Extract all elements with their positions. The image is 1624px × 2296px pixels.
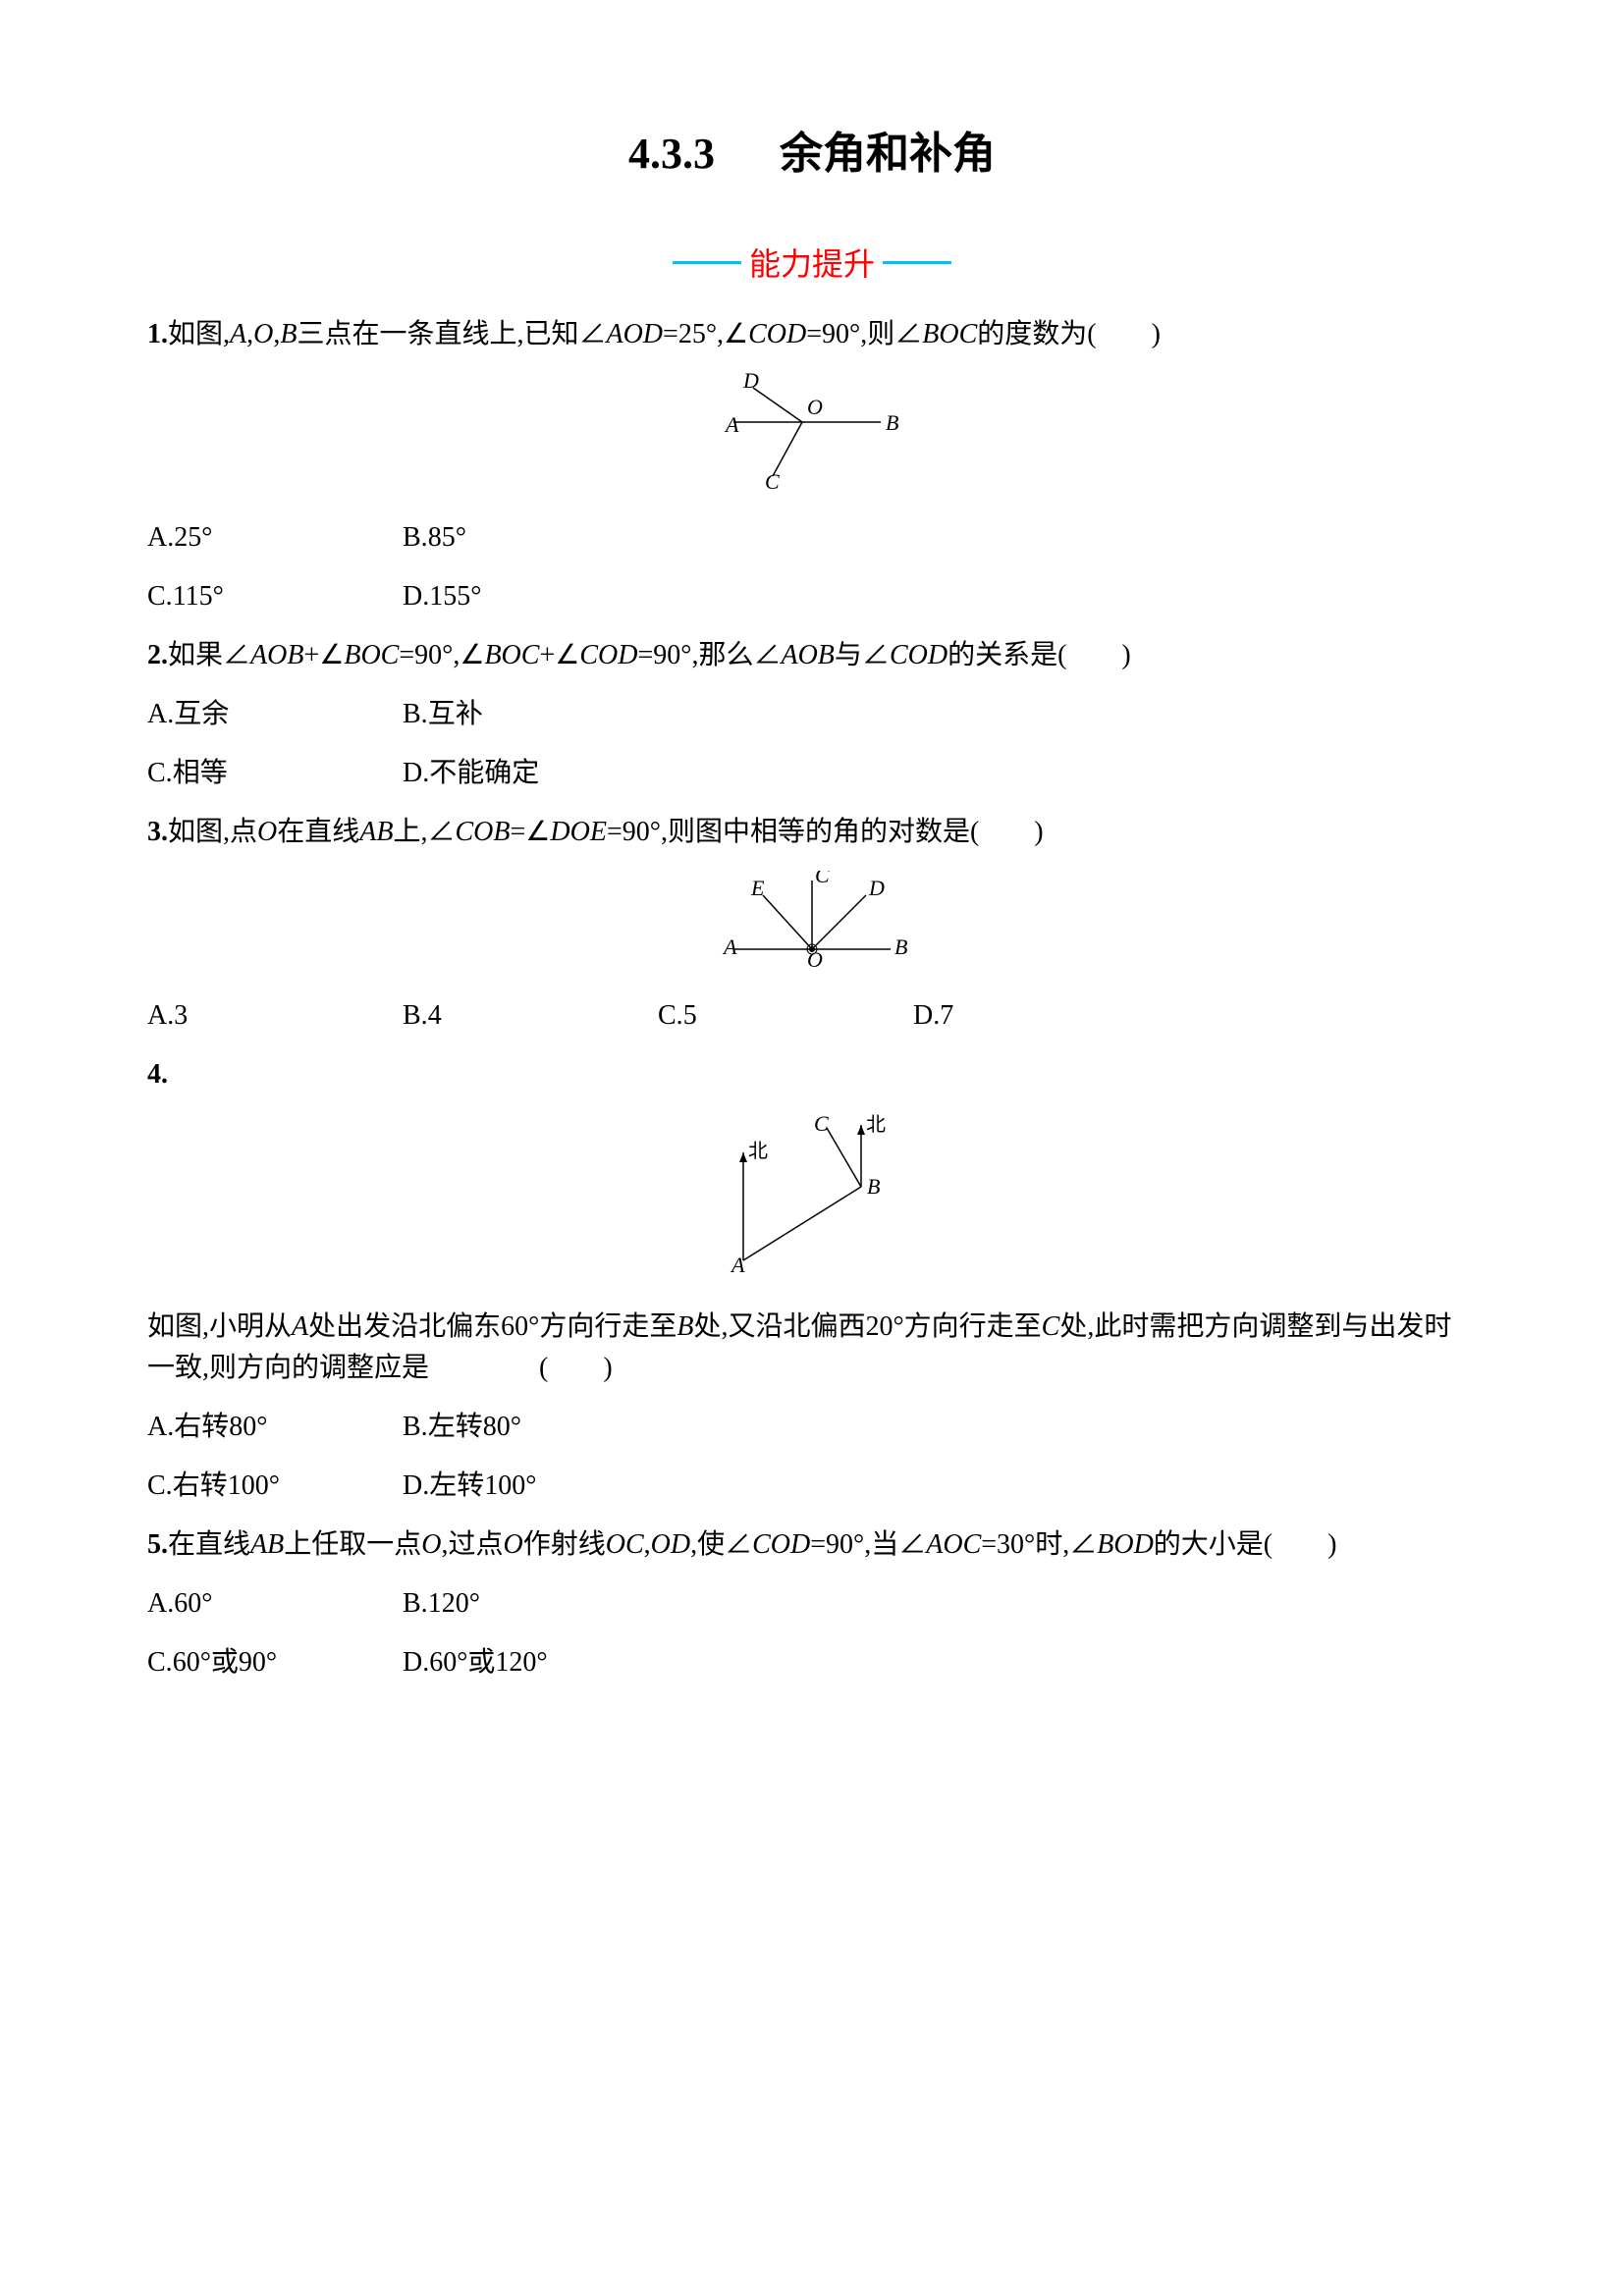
title-text: 余角和补角 (780, 130, 996, 178)
question-1: 1.如图,A,O,B三点在一条直线上,已知∠AOD=25°,∠COD=90°,则… (147, 314, 1477, 355)
svg-text:O: O (807, 395, 823, 419)
option-b: B.4 (403, 995, 658, 1037)
svg-text:O: O (807, 947, 823, 969)
option-c: C.115° (147, 576, 403, 617)
page-title: 4.3.3 余角和补角 (147, 118, 1477, 181)
svg-text:C: C (815, 871, 830, 887)
page: 4.3.3 余角和补角 能力提升 1.如图,A,O,B三点在一条直线上,已知∠A… (0, 0, 1624, 2296)
option-a: A.互余 (147, 694, 403, 735)
figure-q4: 北 北 A B C (147, 1113, 1477, 1285)
question-4-stem: 如图,小明从A处出发沿北偏东60°方向行走至B处,又沿北偏西20°方向行走至C处… (147, 1307, 1477, 1389)
subtitle-text: 能力提升 (749, 246, 875, 282)
option-a: A.3 (147, 995, 403, 1037)
geometry-svg-q3: A O B C D E (714, 871, 910, 969)
question-3: 3.如图,点O在直线AB上,∠COB=∠DOE=90°,则图中相等的角的对数是(… (147, 812, 1477, 853)
option-a: A.25° (147, 517, 403, 559)
section-number: 4.3.3 (628, 130, 715, 178)
svg-text:B: B (886, 410, 898, 435)
question-number: 5. (147, 1529, 168, 1560)
question-number: 3. (147, 817, 168, 847)
option-c: C.60°或90° (147, 1642, 403, 1683)
svg-text:B: B (894, 934, 907, 959)
question-2: 2.如果∠AOB+∠BOC=90°,∠BOC+∠COD=90°,那么∠AOB与∠… (147, 635, 1477, 676)
figure-q1: A O B D C (147, 373, 1477, 496)
geometry-svg-q1: A O B D C (714, 373, 910, 491)
svg-text:A: A (730, 1253, 745, 1277)
svg-text:E: E (750, 876, 765, 900)
subtitle-line-left (673, 261, 741, 264)
question-number: 2. (147, 640, 168, 670)
option-d: D.7 (913, 995, 1168, 1037)
options-q2: A.互余 B.互补 C.相等 D.不能确定 (147, 694, 1477, 794)
option-b: B.85° (403, 517, 658, 559)
svg-text:C: C (814, 1113, 829, 1136)
question-4: 4. (147, 1054, 1477, 1095)
option-a: A.60° (147, 1583, 403, 1625)
option-a: A.右转80° (147, 1407, 403, 1448)
options-q1: A.25° B.85° C.115° D.155° (147, 517, 1477, 617)
question-number: 1. (147, 319, 168, 349)
figure-q3: A O B C D E (147, 871, 1477, 974)
option-c: C.相等 (147, 753, 403, 794)
option-b: B.互补 (403, 694, 658, 735)
question-5: 5.在直线AB上任取一点O,过点O作射线OC,OD,使∠COD=90°,当∠AO… (147, 1524, 1477, 1566)
option-d: D.155° (403, 576, 658, 617)
svg-text:D: D (868, 876, 885, 900)
svg-text:北: 北 (748, 1140, 768, 1162)
geometry-svg-q4: 北 北 A B C (714, 1113, 910, 1280)
option-b: B.左转80° (403, 1407, 658, 1448)
subtitle: 能力提升 (147, 240, 1477, 285)
option-d: D.60°或120° (403, 1642, 658, 1683)
option-c: C.5 (658, 995, 913, 1037)
option-d: D.不能确定 (403, 753, 658, 794)
options-q4: A.右转80° B.左转80° C.右转100° D.左转100° (147, 1407, 1477, 1507)
option-b: B.120° (403, 1583, 658, 1625)
options-q5: A.60° B.120° C.60°或90° D.60°或120° (147, 1583, 1477, 1683)
subtitle-line-right (883, 261, 951, 264)
options-q3: A.3 B.4 C.5 D.7 (147, 995, 1477, 1037)
option-d: D.左转100° (403, 1466, 658, 1507)
svg-text:北: 北 (866, 1113, 886, 1136)
svg-text:C: C (765, 469, 780, 491)
question-number: 4. (147, 1059, 168, 1090)
svg-text:A: A (722, 934, 737, 959)
svg-text:B: B (867, 1174, 880, 1199)
svg-text:A: A (724, 412, 739, 437)
svg-text:D: D (742, 373, 759, 393)
option-c: C.右转100° (147, 1466, 403, 1507)
